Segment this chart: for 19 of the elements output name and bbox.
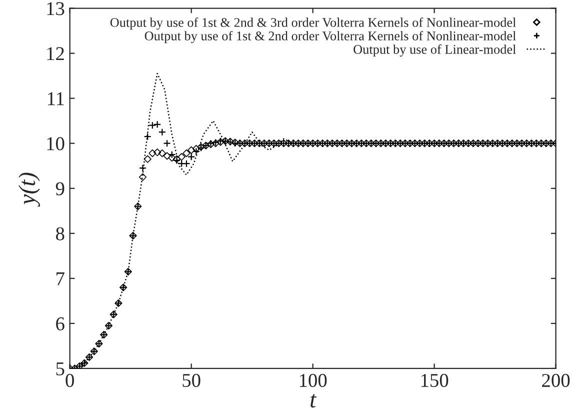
y-tick-label: 7 [56,272,64,286]
legend-label: Output by use of 1st & 2nd & 3rd order Volterra Kernels of Nonlinear-model [110,18,516,30]
x-tick-label: 0 [66,374,74,388]
legend-label: Output by use of Linear-model [354,44,516,57]
x-tick-label: 200 [542,374,570,388]
x-tick-label: 150 [421,374,448,388]
legend-label: Output by use of 1st & 2nd order Volterra Kernels of Nonlinear-model [144,30,516,44]
y-tick-label: 9 [56,182,64,196]
y-tick-label: 5 [56,362,64,376]
x-tick-label: 50 [182,374,200,388]
y-tick-label: 6 [56,317,64,330]
y-tick-label: 11 [48,92,64,106]
x-tick-label: 100 [300,374,327,388]
y-tick-label: 8 [56,227,64,240]
y-tick-label: 13 [47,2,64,16]
y-axis-title: y(t) [18,172,40,207]
y-tick-label: 12 [47,47,64,60]
y-tick-label: 10 [47,137,64,150]
x-axis-title: t [310,394,317,408]
